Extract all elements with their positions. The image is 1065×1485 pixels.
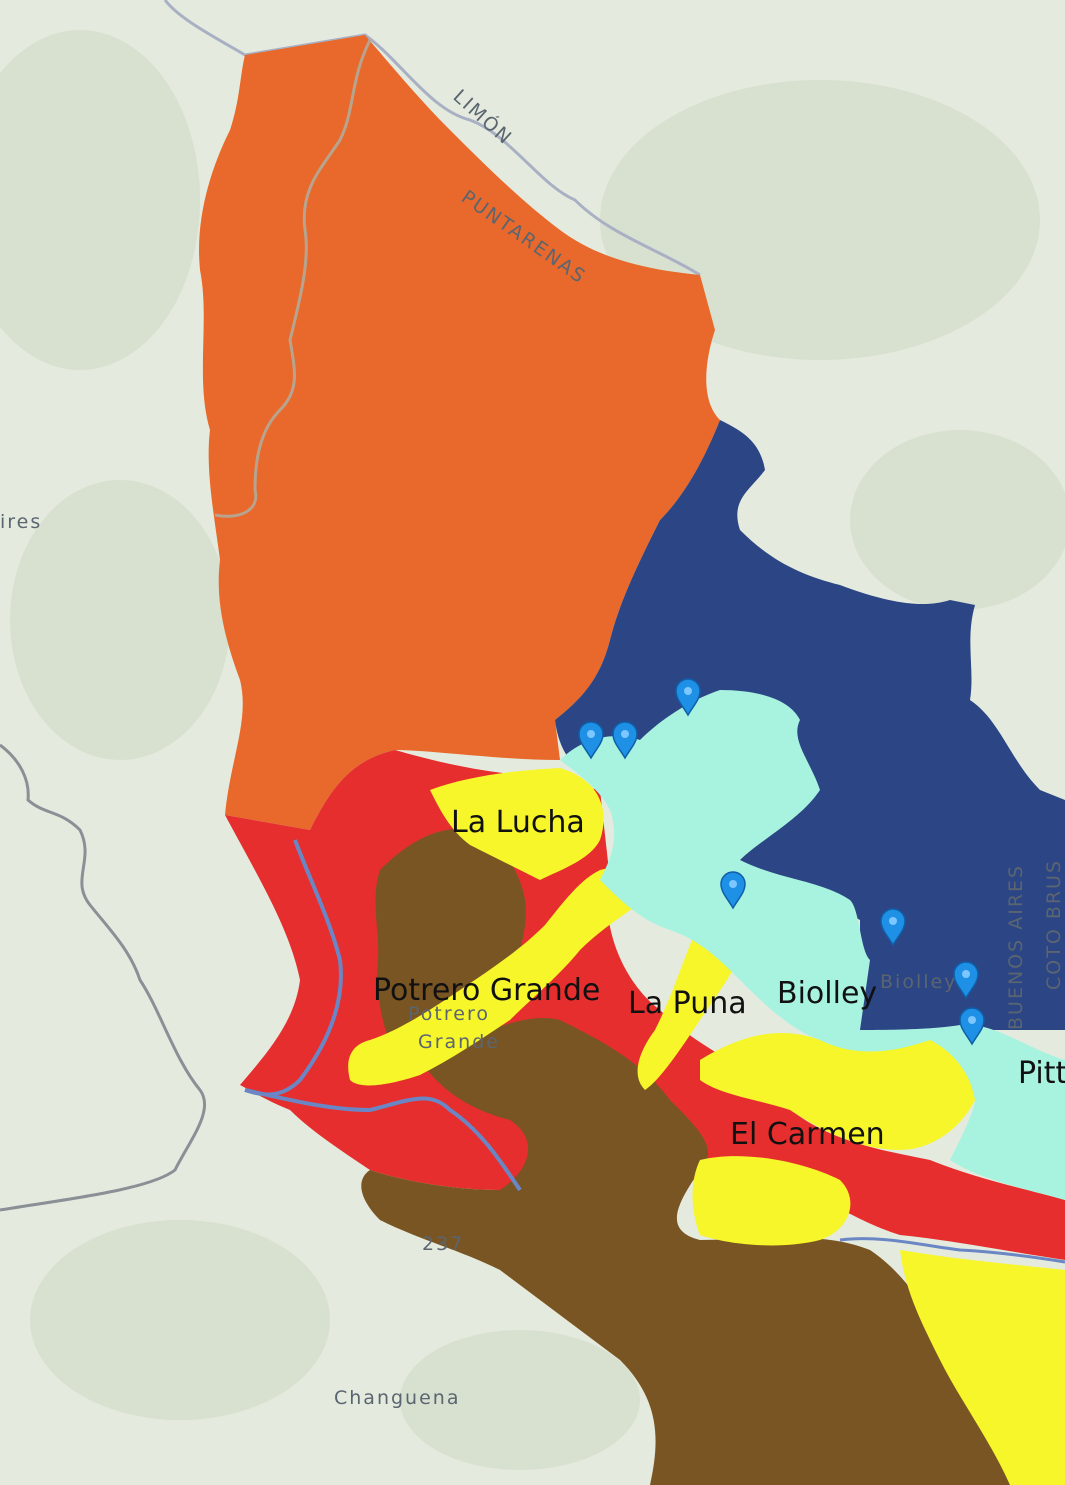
label-coto-brus: COTO BRUS <box>1043 859 1065 990</box>
zone-yellow-strip <box>348 866 662 1086</box>
zone-orange <box>199 35 720 830</box>
label-changuena: Changuena <box>334 1387 460 1409</box>
map-pin-icon[interactable] <box>959 1007 985 1046</box>
zone-cyan <box>560 690 1065 1200</box>
place-label: La Puna <box>628 986 747 1021</box>
zone-yellow-south <box>692 1156 851 1246</box>
label-aires-edge: ires <box>0 511 42 533</box>
place-label: Potrero Grande <box>373 973 600 1008</box>
label-grande-faded: Grande <box>418 1031 500 1053</box>
zone-yellow-east <box>900 1250 1065 1485</box>
zone-yellow-center <box>700 1030 979 1150</box>
place-label: La Lucha <box>451 805 585 840</box>
map-pin-icon[interactable] <box>578 721 604 760</box>
zone-brown-south <box>361 1018 1010 1485</box>
place-label: El Carmen <box>730 1117 885 1152</box>
zone-yellow-lalucha <box>430 768 604 880</box>
river-orange <box>214 39 372 518</box>
map-pin-icon[interactable] <box>675 678 701 717</box>
map-pin-icon[interactable] <box>953 961 979 1000</box>
river-main <box>244 839 522 1192</box>
map-pin-icon[interactable] <box>612 721 638 760</box>
label-route: 237 <box>422 1233 464 1255</box>
zone-navy <box>555 420 1065 1030</box>
map-pin-icon[interactable] <box>880 908 906 947</box>
label-buenos-aires: BUENOS AIRES <box>1005 864 1027 1030</box>
place-label: Biolley <box>777 976 877 1011</box>
place-label: Pitt <box>1018 1056 1065 1091</box>
label-biolley-faded: Biolley <box>880 971 957 993</box>
terrain-shading <box>0 30 1065 1470</box>
border-west <box>0 743 207 1212</box>
map-pin-icon[interactable] <box>720 871 746 910</box>
label-potrero-faded: Potrero <box>408 1003 490 1025</box>
river-east <box>839 1237 1065 1264</box>
border-north <box>163 0 701 277</box>
